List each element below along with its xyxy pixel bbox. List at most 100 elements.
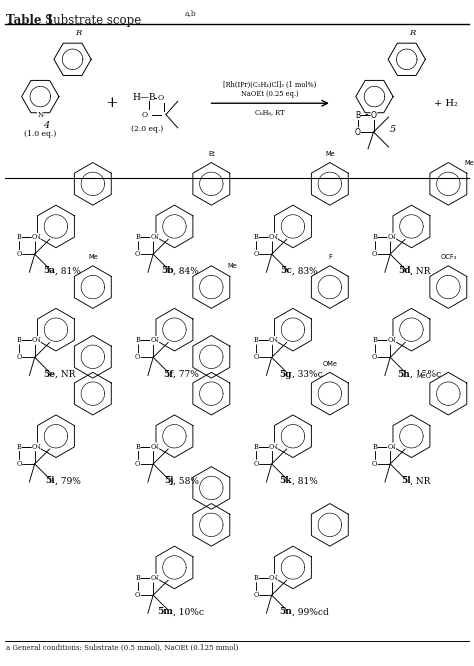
- Text: -: -: [264, 337, 267, 344]
- Text: O: O: [135, 354, 141, 362]
- Text: 5e: 5e: [43, 370, 55, 379]
- Text: 5f: 5f: [164, 370, 173, 379]
- Text: O: O: [17, 250, 22, 258]
- Text: a General conditions: Substrate (0.5 mmol), NaOEt (0.125 mmol): a General conditions: Substrate (0.5 mmo…: [6, 644, 238, 652]
- Text: O: O: [372, 460, 378, 468]
- Text: O: O: [32, 443, 37, 451]
- Text: B: B: [136, 574, 140, 582]
- Text: -: -: [146, 234, 148, 240]
- Text: B: B: [17, 443, 22, 451]
- Text: -: -: [264, 575, 267, 581]
- Text: N: N: [153, 336, 159, 344]
- Text: N: N: [372, 112, 377, 119]
- Text: O: O: [142, 111, 147, 119]
- Text: (2.0 eq.): (2.0 eq.): [131, 125, 163, 133]
- Text: O: O: [17, 354, 22, 362]
- Text: , 84%: , 84%: [173, 266, 199, 276]
- Text: B: B: [373, 336, 377, 344]
- Text: -: -: [27, 337, 30, 344]
- Text: O: O: [387, 443, 393, 451]
- Text: , 81%: , 81%: [292, 476, 318, 486]
- Text: O: O: [355, 127, 361, 137]
- Text: O: O: [135, 460, 141, 468]
- Text: 5n: 5n: [279, 607, 292, 617]
- Text: O: O: [269, 233, 274, 241]
- Text: 5b: 5b: [161, 266, 173, 276]
- Text: F: F: [328, 254, 332, 260]
- Text: OMe: OMe: [322, 361, 337, 367]
- Text: B: B: [373, 233, 377, 241]
- Text: B: B: [136, 233, 140, 241]
- Text: [Rh(IPr)(C₂H₄)Cl]₂ (1 mol%): [Rh(IPr)(C₂H₄)Cl]₂ (1 mol%): [224, 81, 317, 89]
- Text: O: O: [17, 460, 22, 468]
- Text: O: O: [254, 354, 259, 362]
- Text: O: O: [158, 94, 164, 102]
- Text: N: N: [35, 233, 40, 241]
- Text: O: O: [387, 233, 393, 241]
- Text: 5c: 5c: [280, 266, 292, 276]
- Text: , 58%: , 58%: [173, 476, 200, 486]
- Text: O: O: [150, 443, 156, 451]
- Text: 5m: 5m: [157, 607, 173, 617]
- Text: O: O: [372, 354, 378, 362]
- Text: B: B: [373, 443, 377, 451]
- Text: N: N: [272, 443, 277, 451]
- Text: Et: Et: [208, 151, 215, 157]
- Text: -: -: [146, 337, 148, 344]
- Text: -: -: [27, 444, 30, 450]
- Text: B: B: [136, 336, 140, 344]
- Text: 5i: 5i: [46, 476, 55, 486]
- Text: O: O: [32, 233, 37, 241]
- Text: -: -: [264, 234, 267, 240]
- Text: O: O: [387, 336, 393, 344]
- Text: + H₂: + H₂: [434, 99, 457, 108]
- Text: , NR: , NR: [410, 266, 431, 276]
- Text: O: O: [150, 336, 156, 344]
- Text: -: -: [365, 109, 368, 119]
- Text: N: N: [390, 336, 396, 344]
- Text: N: N: [272, 574, 277, 582]
- Text: B: B: [254, 443, 259, 451]
- Text: O: O: [254, 591, 259, 599]
- Text: O: O: [254, 250, 259, 258]
- Text: 5: 5: [390, 125, 396, 134]
- Text: , NR: , NR: [410, 476, 431, 486]
- Text: Substrate scope: Substrate scope: [45, 14, 141, 27]
- Text: , 77%: , 77%: [173, 370, 199, 379]
- Text: N: N: [37, 111, 43, 119]
- Text: 4: 4: [43, 121, 49, 130]
- Text: N: N: [35, 443, 40, 451]
- Text: N: N: [153, 443, 159, 451]
- Text: B: B: [254, 233, 259, 241]
- Text: 5a: 5a: [43, 266, 55, 276]
- Text: O: O: [135, 591, 141, 599]
- Text: (1.0 eq.): (1.0 eq.): [24, 130, 56, 138]
- Text: MeO: MeO: [417, 373, 432, 379]
- Text: , 10%c: , 10%c: [173, 607, 204, 617]
- Text: R: R: [75, 29, 81, 37]
- Text: N: N: [35, 336, 40, 344]
- Text: N: N: [390, 233, 396, 241]
- Text: N: N: [272, 233, 277, 241]
- Text: 5h: 5h: [398, 370, 410, 379]
- Text: Me: Me: [325, 151, 335, 157]
- Text: , NR: , NR: [55, 370, 75, 379]
- Text: -: -: [383, 444, 385, 450]
- Text: , 99%cd: , 99%cd: [292, 607, 328, 617]
- Text: Me: Me: [465, 160, 474, 166]
- Text: , 33%c: , 33%c: [292, 370, 323, 379]
- Text: O: O: [269, 336, 274, 344]
- Text: , 15%c: , 15%c: [410, 370, 442, 379]
- Text: 5d: 5d: [398, 266, 410, 276]
- Text: O: O: [150, 233, 156, 241]
- Text: Table 1: Table 1: [6, 14, 54, 27]
- Text: O: O: [372, 250, 378, 258]
- Text: O: O: [150, 574, 156, 582]
- Text: -: -: [383, 234, 385, 240]
- Text: O: O: [371, 111, 376, 120]
- Text: NaOEt (0.25 eq.): NaOEt (0.25 eq.): [241, 90, 299, 98]
- Text: O: O: [32, 336, 37, 344]
- Text: N: N: [153, 233, 159, 241]
- Text: H—B: H—B: [133, 93, 156, 103]
- Text: B: B: [136, 443, 140, 451]
